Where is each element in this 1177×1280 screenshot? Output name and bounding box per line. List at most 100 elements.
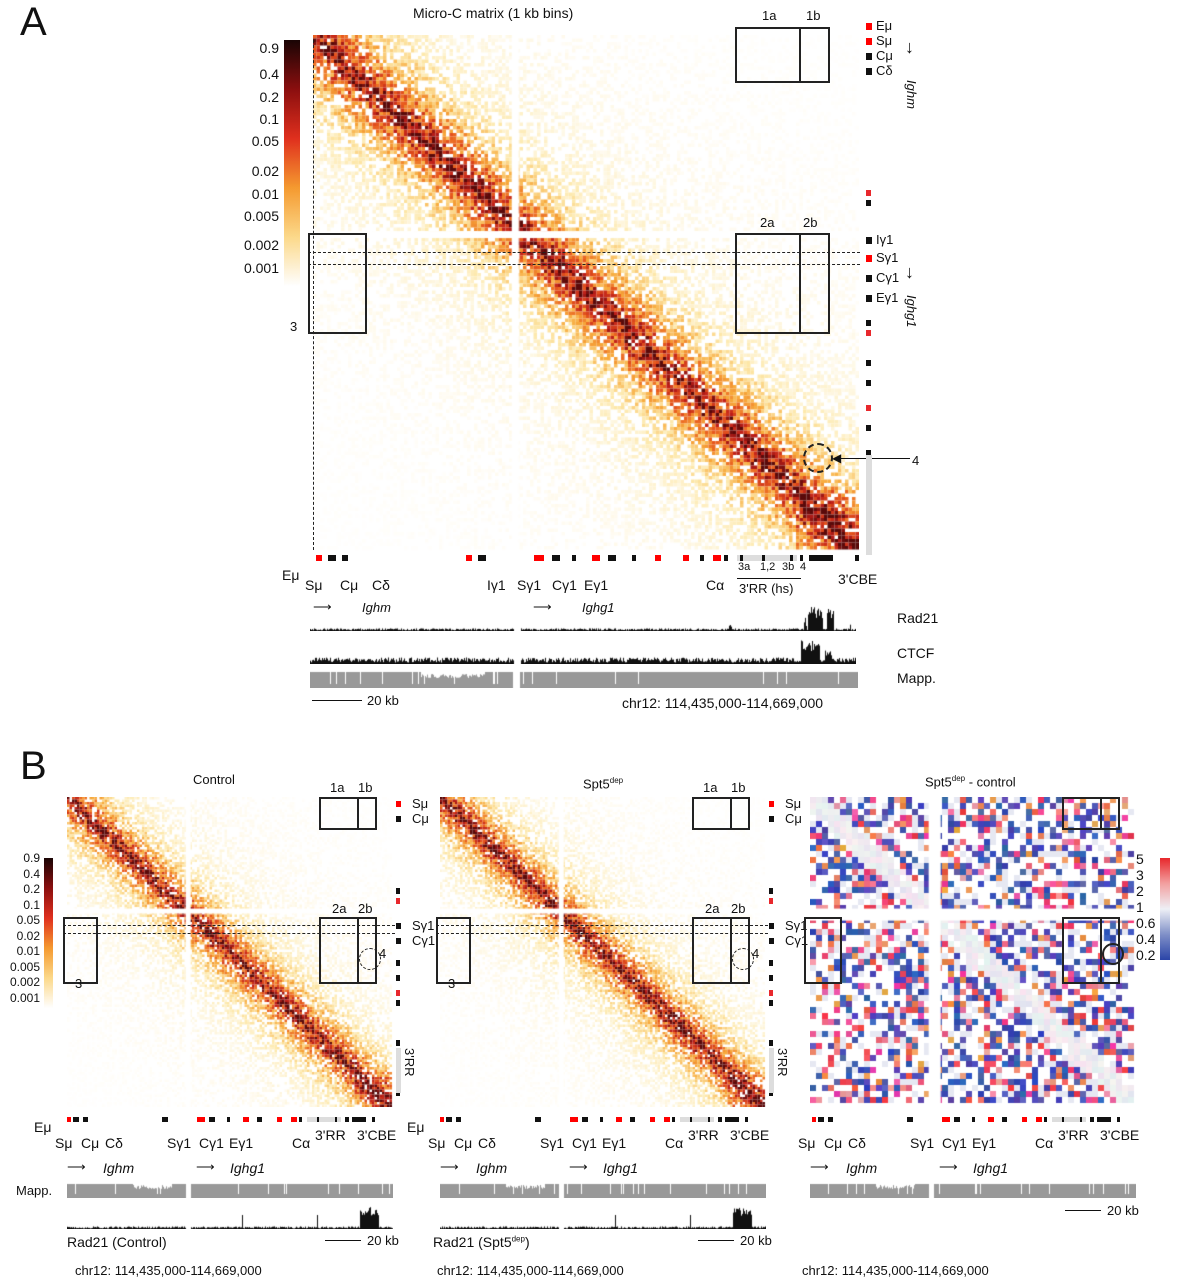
regulatory-element-mark (866, 360, 871, 366)
regulatory-element-mark (83, 1117, 88, 1122)
box-3 (308, 233, 367, 334)
regulatory-element-mark (466, 555, 472, 561)
regulatory-element-mark (769, 888, 773, 894)
colorbar-tick: 0.4 (259, 66, 279, 82)
regulatory-element-mark (745, 1117, 748, 1122)
box-label-2b: 2b (803, 215, 818, 230)
track-label-mapp-b: Mapp. (16, 1183, 53, 1198)
colorbar-tick: 0.005 (9, 959, 40, 974)
coordinates-b: chr12: 114,435,000-114,669,000 (75, 1263, 262, 1278)
hs-label: 1,2 (760, 561, 776, 573)
regulatory-element-mark (1090, 1117, 1094, 1122)
regulatory-element-mark (713, 555, 721, 561)
panel-a-label: A (20, 0, 47, 44)
colorbar-tick: 0.1 (23, 897, 40, 912)
element-label: Cμ (81, 1135, 100, 1151)
regulatory-element-mark (257, 1117, 262, 1122)
regulatory-element-mark (291, 1117, 297, 1122)
title-text: Spt5 (925, 774, 952, 790)
track-label-rad21-spt5: Rad21 (Spt5dep) (433, 1234, 530, 1250)
regulatory-element-mark (1044, 1117, 1047, 1122)
regulatory-element-mark (954, 1117, 960, 1122)
regulatory-element-mark (1062, 1117, 1064, 1122)
regulatory-element-mark (866, 23, 872, 30)
track-label-ctcf: CTCF (897, 645, 935, 661)
track-label-rad21: Rad21 (897, 610, 939, 626)
colorbar-tick: 0.05 (251, 133, 279, 149)
regulatory-element-mark (396, 898, 400, 904)
regulatory-element-mark (342, 555, 348, 561)
3rr-region-mark (866, 455, 872, 555)
regulatory-element-mark (988, 1117, 994, 1122)
element-label: Cα (292, 1135, 311, 1151)
loop-circle-4 (803, 443, 833, 473)
scale-bar (325, 1240, 361, 1242)
box-2a (735, 233, 801, 334)
regulatory-element-mark (535, 1117, 541, 1122)
regulatory-element-mark (440, 1117, 444, 1122)
regulatory-element-mark (570, 1117, 578, 1122)
right-label: Eμ (876, 18, 893, 33)
title-sup: dep (609, 776, 624, 785)
box-2a (692, 917, 732, 984)
colorbar-tick: 0.01 (251, 186, 279, 202)
regulatory-element-mark (769, 898, 773, 904)
regulatory-element-mark (552, 555, 560, 561)
box-label-3: 3 (448, 976, 456, 991)
regulatory-element-mark (769, 990, 773, 996)
right-label-3rr: 3'RR (775, 1048, 790, 1077)
regulatory-element-mark (769, 938, 774, 944)
loop-label-4: 4 (912, 453, 920, 468)
element-label: 3'RR (1058, 1127, 1089, 1143)
regulatory-element-mark (683, 555, 689, 561)
element-label: Cγ1 (942, 1135, 967, 1151)
gene-label-ighg1: Ighg1 (973, 1160, 1009, 1176)
element-label: Cμ (454, 1135, 473, 1151)
element-label: Cγ1 (552, 577, 577, 593)
colorbar-tick: 0.2 (259, 89, 279, 105)
regulatory-element-mark (162, 1117, 168, 1122)
dashed-line (63, 933, 395, 935)
ctcf-track (310, 638, 856, 664)
box-1a (735, 27, 801, 83)
regulatory-element-mark (197, 1117, 205, 1122)
gene-label-ighm-vertical: Ighm (904, 80, 919, 109)
scale-bar (1065, 1210, 1101, 1212)
regulatory-element-mark (632, 555, 636, 561)
mappability-track (440, 1182, 766, 1198)
box-1b (730, 797, 750, 830)
loop-circle-4 (359, 948, 381, 970)
regulatory-element-mark (650, 1117, 655, 1122)
regulatory-element-mark (828, 1117, 833, 1122)
box-label-1a: 1a (703, 780, 718, 795)
3rr-label: 3'RR (hs) (739, 581, 794, 596)
gene-label-ighm: Ighm (103, 1160, 135, 1176)
track-label-mapp: Mapp. (897, 670, 936, 686)
control-heatmap (67, 797, 393, 1107)
gene-label-ighg1: Ighg1 (230, 1160, 266, 1176)
scale-label: 20 kb (1107, 1203, 1139, 1218)
regulatory-element-mark (700, 555, 704, 561)
right-label: Cμ (785, 811, 802, 826)
title-text: Spt5 (583, 776, 610, 792)
regulatory-element-mark (335, 1117, 337, 1122)
diff-colorbar-tick: 3 (1136, 867, 1144, 883)
element-label: Cδ (848, 1135, 866, 1151)
element-label: Eγ1 (972, 1135, 997, 1151)
right-arrow-icon: ⟶ (440, 1159, 459, 1174)
regulatory-element-mark (478, 555, 486, 561)
regulatory-element-mark (316, 555, 322, 561)
mappability-track (310, 670, 858, 688)
regulatory-element-mark (655, 555, 661, 561)
regulatory-element-mark (396, 923, 401, 929)
colorbar-tick: 0.9 (23, 851, 40, 865)
right-arrow-icon: ⟶ (939, 1159, 958, 1174)
regulatory-element-mark (456, 1117, 461, 1122)
down-arrow-icon: ↓ (905, 262, 914, 282)
regulatory-element-mark (740, 555, 743, 561)
mappability-track (810, 1182, 1136, 1198)
box-1a (692, 797, 732, 830)
element-label: Cδ (105, 1135, 123, 1151)
box-1a (1062, 797, 1102, 830)
box-label-1a: 1a (762, 8, 777, 23)
